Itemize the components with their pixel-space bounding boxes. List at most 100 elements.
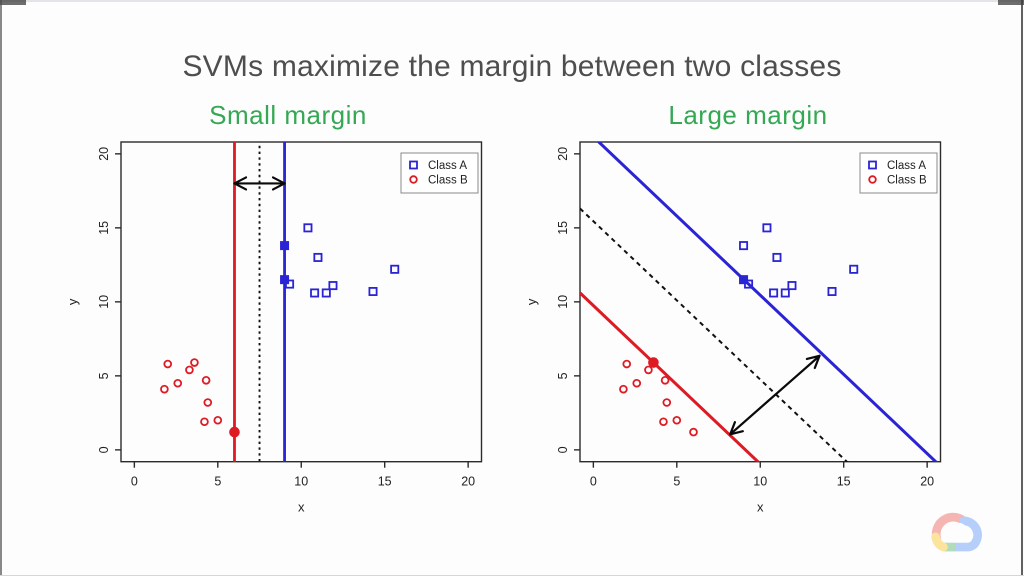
data-point — [780, 288, 790, 298]
y-tick-label: 20 — [97, 147, 111, 161]
y-tick-label: 20 — [556, 147, 570, 161]
legend-label: Class B — [887, 175, 927, 187]
margin-arrow-shaft — [729, 354, 821, 436]
data-point — [849, 264, 859, 274]
x-axis-label: x — [757, 500, 764, 515]
margin-arrow-head — [729, 430, 744, 436]
x-tick-label: 5 — [673, 475, 680, 489]
class-b-points — [160, 358, 240, 438]
data-point — [662, 398, 672, 407]
data-point — [200, 417, 209, 427]
support-vector-point — [280, 241, 290, 251]
data-point — [762, 223, 772, 233]
data-point — [313, 252, 323, 262]
large-margin-plot: 0 5 10 15 20 0 5 10 15 20 x y Class A Class B — [524, 141, 942, 515]
x-tick-label: 5 — [214, 475, 221, 489]
data-point — [659, 417, 668, 427]
x-tick-label: 15 — [837, 475, 851, 489]
y-tick-label: 5 — [556, 372, 570, 379]
x-tick-label: 10 — [294, 475, 308, 489]
data-point — [772, 252, 782, 262]
class-a-points — [280, 223, 400, 298]
margin-arrow-head — [271, 176, 286, 185]
video-edge-artifact-top — [0, 0, 1024, 2]
x-tick-label: 20 — [920, 475, 934, 489]
gcp-logo-yellow-arc — [931, 532, 948, 552]
gcp-logo-red-arc — [931, 512, 969, 543]
margin-arrow-head — [729, 421, 737, 436]
legend-label: Class A — [428, 160, 467, 172]
google-cloud-logo — [931, 512, 982, 552]
gcp-logo-cloud-center — [942, 522, 972, 542]
class-a-margin-line — [596, 142, 938, 462]
legend-class-b-marker — [409, 175, 418, 184]
support-vector-point — [648, 357, 659, 368]
data-point — [744, 279, 754, 289]
data-point — [644, 365, 653, 375]
data-point — [787, 281, 797, 291]
class-b-margin-line — [580, 291, 761, 462]
class-a-points — [739, 223, 859, 298]
y-tick-label: 15 — [556, 221, 570, 235]
legend-label: Class B — [428, 175, 468, 187]
data-point — [213, 415, 223, 425]
video-edge-artifact-right — [1021, 0, 1023, 576]
y-axis-label: y — [65, 298, 80, 305]
data-point — [769, 288, 779, 298]
lines-layer — [580, 142, 938, 462]
y-tick-label: 5 — [97, 372, 111, 379]
video-corner-artifact-left — [0, 0, 26, 5]
data-point — [368, 286, 378, 296]
data-point — [203, 398, 213, 407]
large-margin-annotation: Large margin — [668, 100, 828, 130]
data-point — [328, 281, 338, 291]
y-tick-label: 0 — [97, 446, 111, 453]
data-point — [310, 288, 320, 298]
video-edge-artifact-left — [0, 0, 2, 576]
margin-arrow — [729, 354, 821, 436]
data-point — [827, 286, 837, 296]
y-tick-label: 10 — [556, 295, 570, 309]
data-point — [689, 427, 698, 437]
y-tick-label: 0 — [556, 446, 570, 453]
video-corner-artifact-right — [998, 0, 1024, 5]
data-point — [303, 223, 313, 233]
margin-arrow-head — [233, 182, 248, 191]
data-point — [622, 359, 632, 369]
data-point — [390, 264, 400, 274]
legend-label: Class A — [887, 160, 926, 172]
x-axis-label: x — [298, 500, 305, 515]
y-tick-label: 15 — [97, 221, 111, 235]
x-tick-label: 0 — [131, 475, 138, 489]
data-point — [619, 384, 628, 394]
y-axis-label: y — [524, 298, 539, 305]
data-point — [185, 365, 194, 375]
data-point — [672, 415, 682, 425]
small-margin-annotation: Small margin — [209, 100, 367, 130]
legend-class-b-marker — [868, 175, 877, 184]
data-point — [321, 288, 331, 298]
legend-class-a-marker — [409, 160, 418, 170]
legend: Class A Class B — [400, 152, 479, 194]
x-tick-label: 20 — [461, 475, 475, 489]
y-tick-label: 10 — [97, 295, 111, 309]
margin-arrow-head — [233, 176, 248, 185]
data-point — [163, 359, 173, 369]
data-point — [160, 384, 169, 394]
legend: Class A Class B — [859, 152, 938, 194]
lines-layer — [233, 142, 286, 462]
small-margin-plot: 0 5 10 15 20 0 5 10 15 20 x y Class A Class B — [65, 141, 483, 515]
data-point — [190, 358, 199, 367]
legend-box — [400, 152, 479, 194]
slide-title: SVMs maximize the margin between two cla… — [182, 50, 842, 83]
x-tick-label: 10 — [753, 475, 767, 489]
data-point — [285, 279, 295, 289]
margin-arrow — [233, 176, 286, 191]
gcp-logo-blue-arc — [951, 516, 982, 552]
x-tick-label: 0 — [590, 475, 597, 489]
legend-box — [859, 152, 938, 194]
data-point — [201, 375, 211, 385]
data-point — [632, 378, 642, 388]
margin-arrow-head — [805, 354, 821, 361]
